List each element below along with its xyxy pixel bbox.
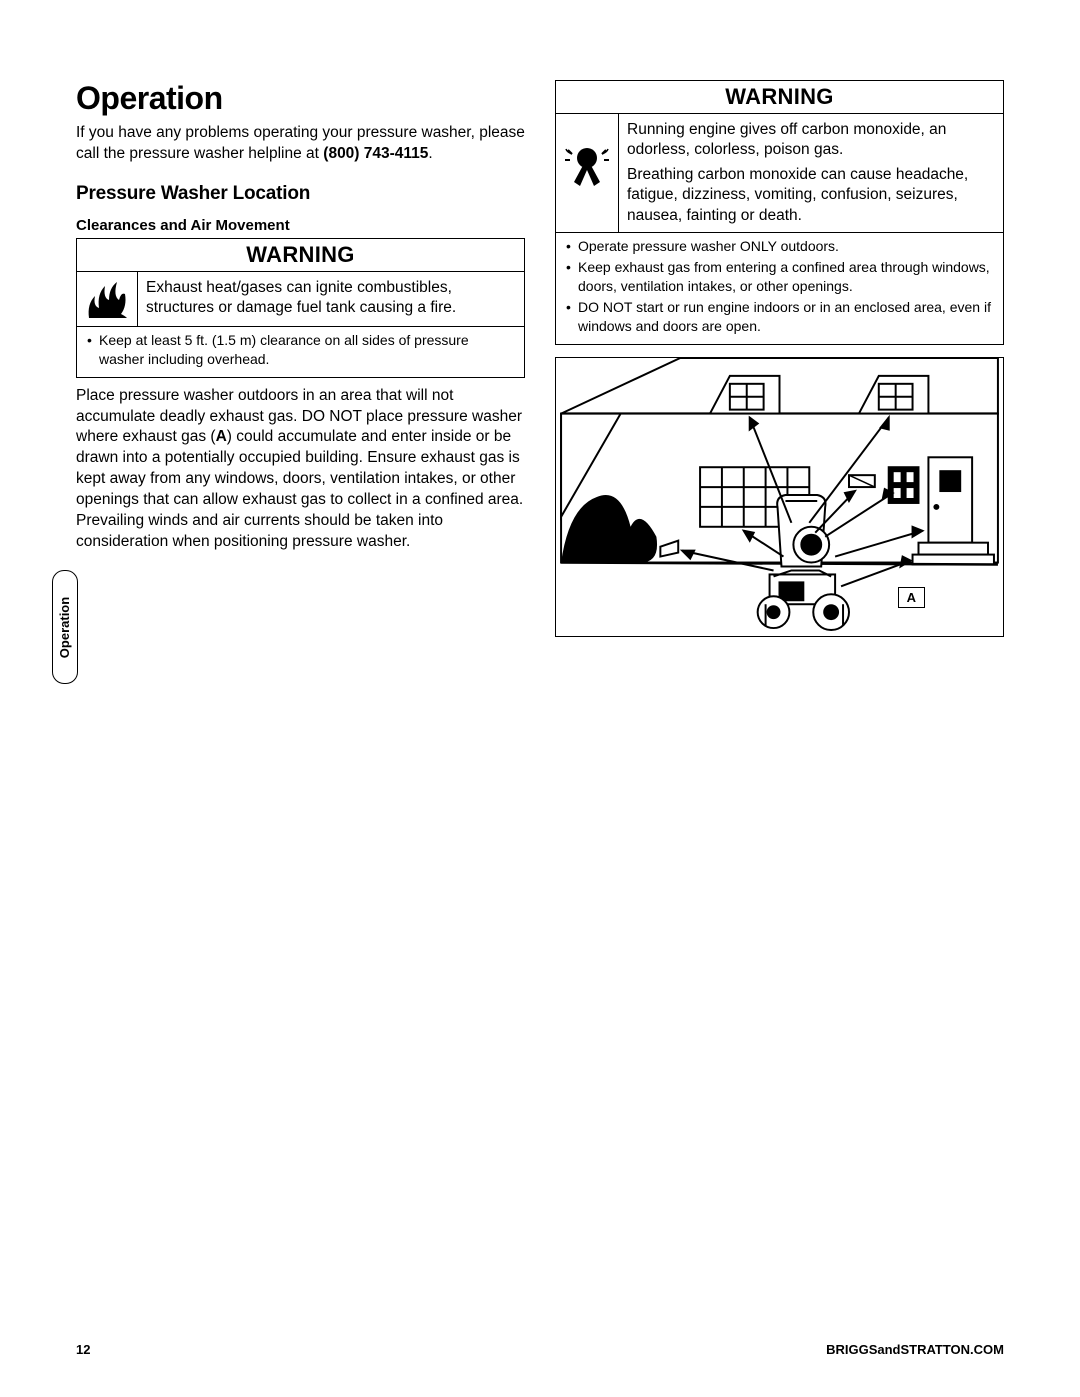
subsubsection-heading: Clearances and Air Movement: [76, 217, 525, 234]
helpline-number: (800) 743-4115: [323, 145, 428, 162]
footer-url: BRIGGSandSTRATTON.COM: [826, 1342, 1004, 1357]
intro-paragraph: If you have any problems operating your …: [76, 123, 525, 165]
warning-bullet: Operate pressure washer ONLY outdoors.: [564, 237, 995, 256]
warning-bullets: Keep at least 5 ft. (1.5 m) clearance on…: [77, 327, 524, 377]
warning-text-2: Breathing carbon monoxide can cause head…: [627, 165, 995, 226]
warning-bullet: Keep at least 5 ft. (1.5 m) clearance on…: [85, 331, 516, 369]
body-text-2: ) could accumulate and enter inside or b…: [76, 428, 523, 550]
fire-icon: [77, 272, 138, 326]
intro-text: If you have any problems operating your …: [76, 124, 525, 162]
warning-bullets: Operate pressure washer ONLY outdoors. K…: [556, 233, 1003, 343]
side-tab: Operation: [52, 570, 78, 684]
subsection-heading: Pressure Washer Location: [76, 183, 525, 205]
warning-text-group: Running engine gives off carbon monoxide…: [619, 114, 1003, 232]
warning-header: WARNING: [556, 81, 1003, 114]
warning-box-fire: WARNING Exhaust heat/gases can ignite co…: [76, 238, 525, 378]
side-tab-label: Operation: [58, 596, 73, 657]
illustration-label-a: A: [898, 587, 925, 608]
warning-bullet: Keep exhaust gas from entering a confine…: [564, 258, 995, 296]
section-title: Operation: [76, 80, 525, 117]
body-paragraph: Place pressure washer outdoors in an are…: [76, 386, 525, 553]
illustration-house: A: [555, 357, 1004, 637]
warning-header: WARNING: [77, 239, 524, 272]
warning-text-1: Running engine gives off carbon monoxide…: [627, 120, 995, 161]
body-ref-label: A: [216, 428, 227, 445]
warning-text: Exhaust heat/gases can ignite combustibl…: [138, 272, 524, 326]
page-number: 12: [76, 1342, 90, 1357]
warning-box-co: WARNING Running engine gives off carbon …: [555, 80, 1004, 345]
warning-bullet: DO NOT start or run engine indoors or in…: [564, 298, 995, 336]
toxic-icon: [556, 114, 619, 232]
